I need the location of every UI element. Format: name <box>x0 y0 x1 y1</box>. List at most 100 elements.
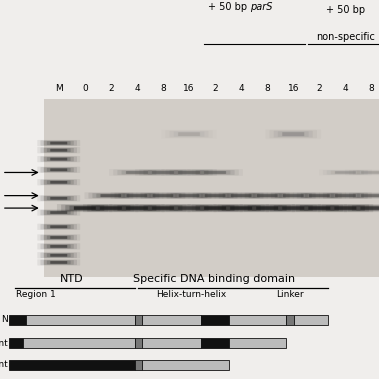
FancyBboxPatch shape <box>279 194 308 197</box>
FancyBboxPatch shape <box>113 205 161 211</box>
FancyBboxPatch shape <box>149 194 177 197</box>
FancyBboxPatch shape <box>222 205 261 211</box>
FancyBboxPatch shape <box>152 171 174 174</box>
FancyBboxPatch shape <box>282 132 304 136</box>
Bar <box>229 338 286 348</box>
FancyBboxPatch shape <box>327 193 364 198</box>
FancyBboxPatch shape <box>50 181 67 183</box>
Bar <box>26 315 135 325</box>
FancyBboxPatch shape <box>114 193 159 199</box>
FancyBboxPatch shape <box>357 171 379 174</box>
FancyBboxPatch shape <box>50 197 67 199</box>
FancyBboxPatch shape <box>191 205 239 211</box>
FancyBboxPatch shape <box>127 194 147 197</box>
FancyBboxPatch shape <box>152 194 174 197</box>
FancyBboxPatch shape <box>85 192 137 199</box>
FancyBboxPatch shape <box>44 148 74 152</box>
FancyBboxPatch shape <box>122 206 152 210</box>
FancyBboxPatch shape <box>37 252 80 258</box>
FancyBboxPatch shape <box>187 204 243 212</box>
FancyBboxPatch shape <box>37 234 80 241</box>
FancyBboxPatch shape <box>41 167 77 172</box>
FancyBboxPatch shape <box>37 224 80 230</box>
FancyBboxPatch shape <box>109 204 165 212</box>
FancyBboxPatch shape <box>88 193 133 199</box>
FancyBboxPatch shape <box>136 192 190 199</box>
FancyBboxPatch shape <box>297 193 342 199</box>
FancyBboxPatch shape <box>50 226 67 228</box>
FancyBboxPatch shape <box>126 171 148 174</box>
FancyBboxPatch shape <box>139 169 186 175</box>
Text: 2: 2 <box>212 84 218 93</box>
Text: 2: 2 <box>108 84 114 93</box>
FancyBboxPatch shape <box>152 171 174 174</box>
FancyBboxPatch shape <box>47 141 70 145</box>
FancyBboxPatch shape <box>357 194 379 197</box>
FancyBboxPatch shape <box>169 170 208 175</box>
FancyBboxPatch shape <box>126 207 148 210</box>
FancyBboxPatch shape <box>161 204 217 212</box>
FancyBboxPatch shape <box>111 192 163 199</box>
FancyBboxPatch shape <box>50 149 67 152</box>
FancyBboxPatch shape <box>41 252 77 258</box>
FancyBboxPatch shape <box>323 193 368 199</box>
FancyBboxPatch shape <box>349 193 379 199</box>
FancyBboxPatch shape <box>267 192 319 199</box>
FancyBboxPatch shape <box>327 170 364 175</box>
FancyBboxPatch shape <box>117 205 157 211</box>
FancyBboxPatch shape <box>41 147 77 153</box>
FancyBboxPatch shape <box>283 194 304 197</box>
Text: parS: parS <box>251 2 273 12</box>
FancyBboxPatch shape <box>247 205 287 211</box>
Text: + 50 bp: + 50 bp <box>208 2 251 12</box>
FancyBboxPatch shape <box>122 171 152 174</box>
Bar <box>9 338 23 348</box>
FancyBboxPatch shape <box>135 204 191 212</box>
FancyBboxPatch shape <box>305 194 334 197</box>
FancyBboxPatch shape <box>152 206 174 210</box>
FancyBboxPatch shape <box>50 261 67 264</box>
FancyBboxPatch shape <box>41 244 77 249</box>
FancyBboxPatch shape <box>222 193 260 198</box>
FancyBboxPatch shape <box>122 194 152 197</box>
FancyBboxPatch shape <box>47 244 70 248</box>
FancyBboxPatch shape <box>249 193 286 198</box>
FancyBboxPatch shape <box>193 193 238 199</box>
FancyBboxPatch shape <box>178 207 200 210</box>
FancyBboxPatch shape <box>152 207 174 210</box>
FancyBboxPatch shape <box>213 204 269 212</box>
FancyBboxPatch shape <box>37 210 80 216</box>
FancyBboxPatch shape <box>44 141 74 146</box>
FancyBboxPatch shape <box>65 205 104 211</box>
FancyBboxPatch shape <box>252 206 282 210</box>
FancyBboxPatch shape <box>126 171 148 174</box>
Text: ment: ment <box>0 339 8 348</box>
FancyBboxPatch shape <box>353 193 379 198</box>
FancyBboxPatch shape <box>153 194 173 197</box>
Text: NTD: NTD <box>60 274 84 284</box>
Text: 16: 16 <box>288 84 299 93</box>
FancyBboxPatch shape <box>361 194 379 197</box>
FancyBboxPatch shape <box>41 260 77 265</box>
FancyBboxPatch shape <box>41 224 77 230</box>
FancyBboxPatch shape <box>50 158 67 160</box>
FancyBboxPatch shape <box>204 171 226 174</box>
FancyBboxPatch shape <box>174 206 204 210</box>
FancyBboxPatch shape <box>335 171 356 174</box>
FancyBboxPatch shape <box>348 205 379 211</box>
FancyBboxPatch shape <box>335 194 356 197</box>
FancyBboxPatch shape <box>218 205 265 211</box>
FancyBboxPatch shape <box>47 180 70 184</box>
Bar <box>201 338 229 348</box>
FancyBboxPatch shape <box>282 132 304 136</box>
FancyBboxPatch shape <box>179 194 199 197</box>
Bar <box>286 315 294 325</box>
FancyBboxPatch shape <box>293 192 346 199</box>
FancyBboxPatch shape <box>37 167 80 173</box>
FancyBboxPatch shape <box>92 193 129 198</box>
FancyBboxPatch shape <box>191 169 239 175</box>
Bar <box>135 338 142 348</box>
FancyBboxPatch shape <box>309 194 330 197</box>
FancyBboxPatch shape <box>41 180 77 185</box>
FancyBboxPatch shape <box>47 157 70 161</box>
